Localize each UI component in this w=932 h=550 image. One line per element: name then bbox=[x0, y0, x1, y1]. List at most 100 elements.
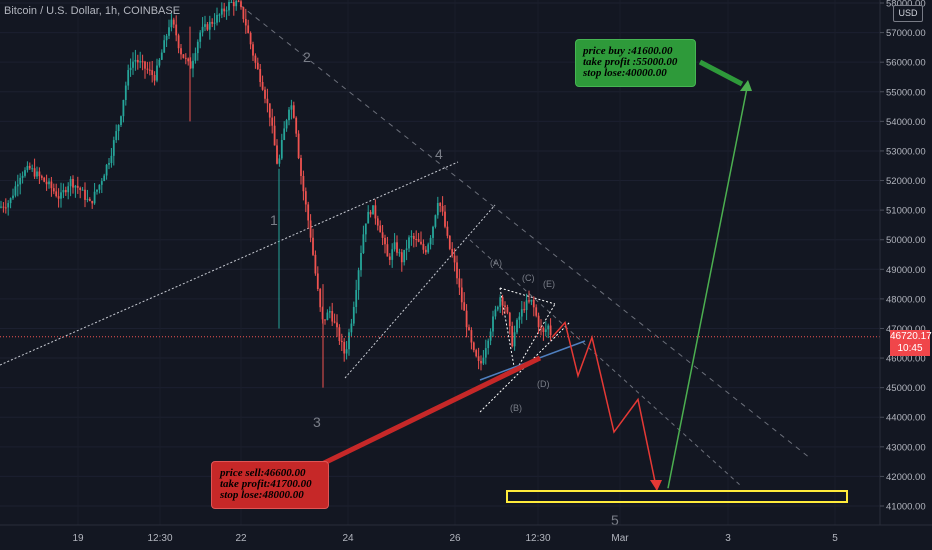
candle-body bbox=[45, 181, 48, 185]
y-tick-label: 55000.00 bbox=[886, 87, 926, 98]
candle-body bbox=[357, 270, 360, 290]
candle-body bbox=[309, 220, 312, 238]
candle-body bbox=[232, 2, 235, 7]
candle-body bbox=[415, 239, 418, 241]
candle-body bbox=[235, 0, 238, 7]
candle-body bbox=[400, 252, 403, 263]
candle-body bbox=[540, 327, 542, 329]
y-tick-label: 51000.00 bbox=[886, 206, 926, 217]
candle-body bbox=[160, 52, 163, 60]
candle-body bbox=[79, 187, 82, 190]
candle-body bbox=[259, 69, 262, 82]
candle-body bbox=[163, 40, 166, 53]
candle-body bbox=[290, 105, 293, 110]
candle-body bbox=[146, 68, 149, 70]
candle-body bbox=[175, 24, 178, 36]
candle-body bbox=[38, 171, 41, 177]
candle-body bbox=[494, 309, 497, 317]
candle-body bbox=[165, 35, 168, 41]
candle-body bbox=[398, 252, 401, 254]
x-tick-label: 26 bbox=[449, 533, 461, 544]
rising-trendline bbox=[0, 161, 459, 366]
candle-body bbox=[379, 225, 382, 233]
y-tick-label: 45000.00 bbox=[886, 383, 926, 394]
candle-body bbox=[475, 350, 478, 357]
candle-body bbox=[158, 59, 161, 66]
candle-body bbox=[208, 21, 211, 30]
candle-countdown: 10:45 bbox=[897, 342, 923, 354]
candle-body bbox=[352, 306, 355, 324]
candle-body bbox=[429, 237, 432, 245]
candle-body bbox=[506, 307, 509, 313]
candle-body bbox=[153, 74, 156, 81]
candle-body bbox=[24, 170, 26, 176]
candle-body bbox=[213, 22, 216, 24]
candle-body bbox=[549, 325, 552, 336]
candle-body bbox=[482, 357, 485, 364]
candle-body bbox=[86, 198, 89, 200]
candle-body bbox=[139, 61, 142, 63]
candle-body bbox=[297, 133, 300, 159]
candle-body bbox=[295, 117, 298, 134]
candle-body bbox=[192, 60, 194, 69]
candle-body bbox=[12, 195, 14, 199]
candle-body bbox=[408, 237, 410, 249]
candle-body bbox=[336, 322, 338, 328]
wave-label-1: 1 bbox=[270, 212, 278, 228]
sell-stop-loss: stop lose:48000.00 bbox=[220, 489, 304, 501]
candle-body bbox=[319, 288, 322, 308]
candle-body bbox=[43, 177, 46, 182]
candle-body bbox=[124, 85, 127, 101]
triangle-bottom bbox=[479, 321, 571, 413]
wave-label-3: 3 bbox=[313, 414, 321, 430]
candle-body bbox=[2, 206, 5, 208]
candle-body bbox=[40, 176, 43, 178]
candle-body bbox=[530, 299, 533, 302]
candle-body bbox=[93, 191, 96, 204]
candle-body bbox=[170, 19, 173, 28]
wave-label-4: 4 bbox=[435, 146, 443, 162]
bearish-arrowhead bbox=[650, 480, 662, 491]
candle-body bbox=[218, 14, 221, 16]
candle-body bbox=[326, 312, 329, 321]
candle-body bbox=[19, 177, 22, 185]
candle-body bbox=[384, 237, 386, 245]
candle-body bbox=[285, 120, 288, 129]
candle-body bbox=[48, 181, 50, 185]
candle-body bbox=[103, 175, 106, 182]
buy-setup-box: price buy :41600.00 take profit :55000.0… bbox=[575, 39, 696, 87]
y-tick-label: 54000.00 bbox=[886, 117, 926, 128]
x-tick-label: 3 bbox=[725, 533, 731, 544]
candle-body bbox=[57, 196, 60, 199]
candle-body bbox=[220, 8, 223, 15]
candle-body bbox=[422, 243, 425, 250]
candle-body bbox=[206, 24, 209, 30]
candle-body bbox=[280, 139, 283, 159]
sell-setup-box: price sell:46600.00 take profit:41700.00… bbox=[211, 461, 329, 509]
candle-body bbox=[168, 27, 170, 36]
candle-body bbox=[523, 309, 526, 311]
buy-pointer bbox=[698, 59, 744, 87]
candle-body bbox=[117, 125, 120, 132]
candle-body bbox=[141, 61, 144, 63]
candle-body bbox=[436, 202, 439, 216]
x-tick-label: 12:30 bbox=[147, 533, 172, 544]
candle-body bbox=[225, 10, 228, 12]
candle-body bbox=[216, 14, 218, 23]
candle-body bbox=[451, 248, 454, 256]
symbol-title: Bitcoin / U.S. Dollar, 1h, COINBASE bbox=[4, 5, 181, 17]
candle-body bbox=[230, 2, 233, 4]
current-price-value: 46720.17 bbox=[890, 330, 932, 342]
candle-body bbox=[237, 0, 240, 2]
candle-body bbox=[511, 326, 514, 347]
y-tick-label: 50000.00 bbox=[886, 235, 926, 246]
candle-body bbox=[14, 186, 17, 196]
currency-badge[interactable]: USD bbox=[893, 5, 923, 22]
descending-trendline bbox=[239, 4, 811, 459]
candle-body bbox=[64, 190, 67, 193]
candle-body bbox=[247, 25, 250, 33]
x-tick-label: 19 bbox=[72, 533, 84, 544]
y-axis: 41000.00 42000.00 43000.00 44000.00 45000.00… bbox=[880, 0, 926, 513]
candle-body bbox=[513, 332, 516, 347]
